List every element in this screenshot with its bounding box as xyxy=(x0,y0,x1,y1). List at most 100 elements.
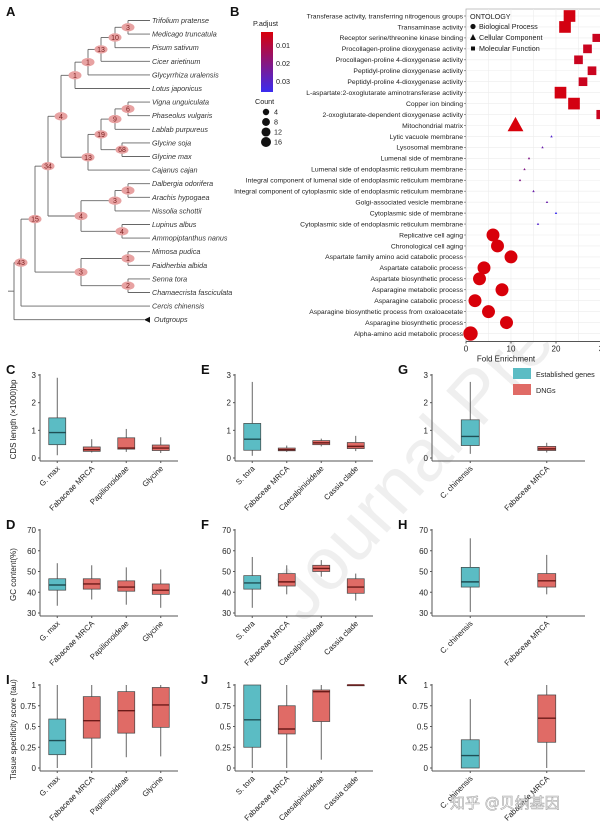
enrichment-point-triangle xyxy=(541,146,544,149)
node-count: 13 xyxy=(84,155,92,162)
legend-label-dng: DNGs xyxy=(536,386,556,395)
node-badge xyxy=(121,254,135,263)
box-3 xyxy=(346,573,365,601)
species-label: Ammopiptanthus nanus xyxy=(151,234,228,243)
box-2 xyxy=(312,438,331,447)
term-label: Alpha-amino acid metabolic process xyxy=(354,331,464,338)
node-badge xyxy=(14,258,28,267)
panel-label-a: A xyxy=(6,4,16,19)
enrichment-point-circle xyxy=(504,250,518,264)
panel-h-boxplot: H 30 40 50 60 70 C. chinensis Fabaceae MRCA xyxy=(398,517,585,668)
y-tick-label: 0.5 xyxy=(25,723,37,732)
y-tick-label: 0 xyxy=(424,764,429,773)
x-axis-title: Fold Enrichment xyxy=(477,355,536,364)
padj-legend-title: P.adjust xyxy=(253,19,278,28)
enrichment-point-triangle xyxy=(550,135,553,138)
y-tick-label: 1 xyxy=(32,681,37,690)
box-iqr xyxy=(117,580,136,592)
box-1 xyxy=(82,439,101,453)
legend-title: ONTOLOGY xyxy=(470,12,511,21)
x-tick-label: 3 xyxy=(599,345,600,354)
box-1 xyxy=(537,685,557,768)
count-legend-label: 16 xyxy=(274,138,282,147)
term-label: Receptor serine/threonine kinase binding xyxy=(339,35,463,42)
enrichment-point-triangle xyxy=(554,211,558,214)
y-tick-label: 60 xyxy=(419,547,428,556)
box-iqr xyxy=(460,566,480,588)
y-tick-label: 0.75 xyxy=(215,702,231,711)
panel-label-g: G xyxy=(398,362,408,377)
box-3 xyxy=(346,435,365,452)
panel-label-b: B xyxy=(230,4,239,19)
term-label: Mitochondrial matrix xyxy=(402,123,463,130)
square-icon xyxy=(471,46,475,51)
box-2 xyxy=(312,685,331,760)
y-tick-label: 1 xyxy=(227,681,232,690)
x-tick-label: Cassia clade xyxy=(322,619,360,657)
node-count: 10 xyxy=(111,35,119,42)
y-axis-title: Tissue specificity score (tau) xyxy=(9,679,18,780)
node-count: 4 xyxy=(120,229,124,236)
enrichment-point-triangle xyxy=(545,200,549,204)
species-label: Glycine soja xyxy=(152,138,191,147)
outgroup-triangle-icon xyxy=(144,316,150,323)
y-tick-label: 70 xyxy=(419,526,428,535)
box-1 xyxy=(82,565,101,600)
term-label: Aspartate biosynthetic process xyxy=(370,276,463,283)
y-tick-label: 0.25 xyxy=(412,743,428,752)
box-iqr xyxy=(346,442,365,449)
y-tick-label: 50 xyxy=(419,568,428,577)
term-label: Aspartate catabolic process xyxy=(380,265,464,272)
box-iqr xyxy=(117,691,136,734)
panel-i-boxplot: I 0 0.25 0.5 0.75 1 Tissue specificity score (… xyxy=(6,672,178,823)
x-tick-label: 0 xyxy=(464,345,469,354)
box-iqr xyxy=(243,684,262,748)
panel-label-i: I xyxy=(6,672,10,687)
node-badge xyxy=(28,214,42,224)
node-badge xyxy=(108,196,122,205)
legend-label: Biological Process xyxy=(479,22,538,31)
enrichment-point-square xyxy=(568,97,580,110)
enrichment-point-square xyxy=(592,33,600,42)
node-badge xyxy=(94,130,108,139)
term-label: 2-oxoglutarate-dependent dioxygenase act… xyxy=(322,112,463,119)
box-iqr xyxy=(277,573,296,587)
box-1 xyxy=(277,685,296,768)
box-0 xyxy=(460,538,480,612)
term-label: Procollagen-proline 4-dioxygenase activi… xyxy=(336,57,464,64)
node-count: 4 xyxy=(59,114,63,121)
y-tick-label: 0.25 xyxy=(20,743,36,752)
x-tick-label: Fabaceae MRCA xyxy=(503,618,552,667)
enrichment-point-square xyxy=(559,21,571,33)
y-tick-label: 0 xyxy=(227,454,232,463)
species-label: Lablab purpureus xyxy=(152,125,208,134)
y-tick-label: 0 xyxy=(424,454,429,463)
species-label: Cajanus cajan xyxy=(152,166,198,175)
node-count: 34 xyxy=(44,164,52,171)
box-2 xyxy=(117,567,136,605)
node-count: 4 xyxy=(79,214,83,221)
term-label: Lysosomal membrane xyxy=(396,145,463,152)
enrichment-point-triangle xyxy=(532,189,535,193)
term-label: Peptidyl-proline dioxygenase activity xyxy=(353,68,463,75)
box-1 xyxy=(82,685,101,768)
node-badge xyxy=(68,71,82,80)
y-tick-label: 1 xyxy=(32,426,37,435)
y-tick-label: 70 xyxy=(27,526,36,535)
node-badge xyxy=(108,114,122,124)
species-label: Senna tora xyxy=(152,274,187,283)
count-legend-dot xyxy=(261,137,271,147)
y-tick-label: 1 xyxy=(424,426,429,435)
box-3 xyxy=(346,684,365,687)
term-label: Asparagine biosynthetic process from oxa… xyxy=(309,309,463,316)
y-tick-label: 0.5 xyxy=(417,723,429,732)
triangle-icon xyxy=(470,34,476,40)
term-label: Cytoplasmic side of endoplasmic reticulu… xyxy=(300,221,463,228)
enrichment-point-square xyxy=(583,44,592,54)
y-tick-label: 60 xyxy=(222,547,231,556)
node-count: 1 xyxy=(86,60,90,67)
species-label: Lotus japonicus xyxy=(152,84,202,93)
legend-label: Molecular Function xyxy=(479,44,540,53)
y-tick-label: 50 xyxy=(222,568,231,577)
circle-icon xyxy=(470,23,476,30)
